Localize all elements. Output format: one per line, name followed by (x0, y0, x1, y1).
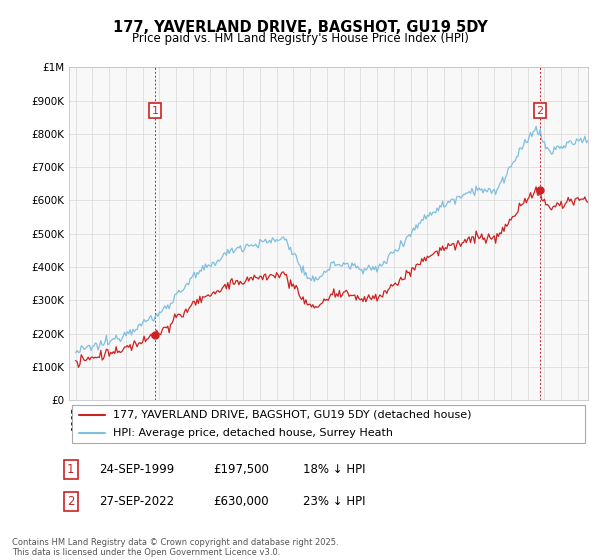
Text: 23% ↓ HPI: 23% ↓ HPI (303, 494, 365, 508)
Text: £197,500: £197,500 (213, 463, 269, 476)
Text: 1: 1 (151, 105, 158, 115)
Text: HPI: Average price, detached house, Surrey Heath: HPI: Average price, detached house, Surr… (113, 428, 393, 438)
Text: 18% ↓ HPI: 18% ↓ HPI (303, 463, 365, 476)
Text: 2: 2 (67, 494, 74, 508)
Text: 177, YAVERLAND DRIVE, BAGSHOT, GU19 5DY: 177, YAVERLAND DRIVE, BAGSHOT, GU19 5DY (113, 20, 487, 35)
Text: Contains HM Land Registry data © Crown copyright and database right 2025.
This d: Contains HM Land Registry data © Crown c… (12, 538, 338, 557)
Text: 2: 2 (536, 105, 544, 115)
Text: 177, YAVERLAND DRIVE, BAGSHOT, GU19 5DY (detached house): 177, YAVERLAND DRIVE, BAGSHOT, GU19 5DY … (113, 410, 472, 420)
Text: Price paid vs. HM Land Registry's House Price Index (HPI): Price paid vs. HM Land Registry's House … (131, 32, 469, 45)
FancyBboxPatch shape (71, 405, 586, 443)
Text: £630,000: £630,000 (213, 494, 269, 508)
Text: 24-SEP-1999: 24-SEP-1999 (99, 463, 174, 476)
Text: 1: 1 (67, 463, 74, 476)
Text: 27-SEP-2022: 27-SEP-2022 (99, 494, 174, 508)
